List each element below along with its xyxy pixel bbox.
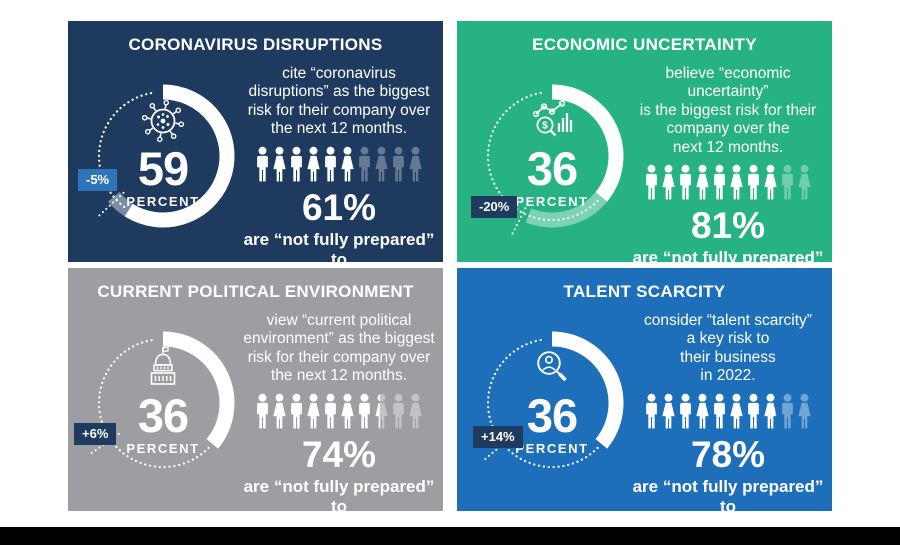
woman-icon bbox=[409, 393, 422, 429]
risk-panel-coronavirus-disruptions: CORONAVIRUS DISRUPTIONS 59 PERCENT -5% c… bbox=[68, 21, 443, 262]
panel-right-column: view “current political environment” as … bbox=[238, 312, 440, 511]
man-icon bbox=[680, 164, 691, 200]
donut-center: $ 36 PERCENT bbox=[482, 97, 622, 209]
man-icon bbox=[748, 164, 759, 200]
donut-chart: 36 PERCENT +14% bbox=[457, 308, 647, 508]
panel-title: TALENT SCARCITY bbox=[563, 282, 726, 301]
woman-icon bbox=[409, 146, 422, 182]
woman-icon bbox=[730, 393, 743, 429]
panel-title: CORONAVIRUS DISRUPTIONS bbox=[128, 35, 383, 54]
risk-description: cite “coronavirus disruptions” as the bi… bbox=[247, 65, 431, 138]
donut-center: 36 PERCENT bbox=[93, 344, 233, 456]
woman-icon bbox=[798, 164, 811, 200]
man-icon bbox=[325, 393, 336, 429]
capitol-icon bbox=[139, 344, 187, 392]
woman-icon bbox=[307, 393, 320, 429]
man-icon bbox=[680, 393, 691, 429]
prepared-percent: 78% bbox=[690, 433, 766, 475]
economy-icon: $ bbox=[528, 97, 576, 145]
prepared-caption-line1: are “not fully prepared” to bbox=[632, 248, 824, 262]
man-icon bbox=[291, 146, 302, 182]
talent-icon bbox=[528, 344, 576, 392]
woman-icon bbox=[696, 164, 709, 200]
woman-icon bbox=[273, 393, 286, 429]
donut-percent-number: 59 bbox=[137, 142, 189, 195]
people-pictogram bbox=[643, 164, 813, 202]
prepared-percent: 61% bbox=[301, 186, 377, 228]
donut-chart: 36 PERCENT +6% bbox=[68, 308, 258, 508]
panel-right-column: consider “talent scarcity” a key risk to… bbox=[627, 312, 829, 511]
risk-panel-current-political-environment: CURRENT POLITICAL ENVIRONMENT 36 PERCENT… bbox=[68, 268, 443, 511]
woman-icon bbox=[273, 146, 286, 182]
risk-description: view “current political environment” as … bbox=[243, 312, 435, 385]
man-icon bbox=[359, 393, 370, 429]
donut-center: 59 PERCENT bbox=[93, 97, 233, 209]
donut-percent-number: 36 bbox=[137, 389, 189, 442]
svg-text:$: $ bbox=[542, 121, 548, 132]
man-icon bbox=[257, 393, 268, 429]
change-badge: +6% bbox=[74, 423, 117, 445]
prepared-caption-line1: are “not fully prepared” to bbox=[243, 476, 435, 511]
woman-icon bbox=[696, 393, 709, 429]
people-pictogram bbox=[643, 393, 813, 431]
prepared-caption-line1: are “not fully prepared” to bbox=[243, 229, 435, 262]
donut-percent-unit: PERCENT bbox=[515, 440, 589, 456]
risk-description: consider “talent scarcity” a key risk to… bbox=[644, 312, 812, 385]
risk-panel-talent-scarcity: TALENT SCARCITY 36 PERCENT +14% consider… bbox=[457, 268, 832, 511]
woman-icon bbox=[730, 164, 743, 200]
man-icon bbox=[714, 164, 725, 200]
panel-right-column: cite “coronavirus disruptions” as the bi… bbox=[238, 65, 440, 262]
man-icon bbox=[291, 393, 302, 429]
woman-icon bbox=[662, 393, 675, 429]
bottom-bar bbox=[0, 527, 900, 545]
prepared-caption-line1: are “not fully prepared” to bbox=[632, 476, 824, 511]
change-badge: -5% bbox=[78, 169, 118, 191]
donut-percent-unit: PERCENT bbox=[126, 193, 200, 209]
woman-icon bbox=[375, 146, 388, 182]
man-icon bbox=[646, 164, 657, 200]
people-pictogram bbox=[254, 146, 424, 184]
change-badge: +14% bbox=[473, 426, 523, 448]
woman-icon bbox=[798, 393, 811, 429]
man-icon bbox=[748, 393, 759, 429]
donut-chart: $ 36 PERCENT -20% bbox=[457, 61, 647, 261]
change-badge: -20% bbox=[471, 196, 518, 218]
woman-icon bbox=[764, 393, 777, 429]
woman-icon bbox=[764, 164, 777, 200]
man-icon bbox=[393, 393, 404, 429]
man-icon bbox=[359, 146, 370, 182]
risk-description: believe “economic uncertainty” is the bi… bbox=[639, 65, 817, 156]
woman-icon bbox=[375, 393, 388, 429]
donut-percent-number: 36 bbox=[526, 142, 578, 195]
panel-right-column: believe “economic uncertainty” is the bi… bbox=[627, 65, 829, 262]
donut-center: 36 PERCENT bbox=[482, 344, 622, 456]
donut-ring bbox=[486, 84, 624, 238]
man-icon bbox=[325, 146, 336, 182]
panel-title: ECONOMIC UNCERTAINTY bbox=[532, 35, 757, 54]
man-icon bbox=[782, 393, 793, 429]
woman-icon bbox=[307, 146, 320, 182]
donut-percent-number: 36 bbox=[526, 389, 578, 442]
woman-icon bbox=[341, 146, 354, 182]
donut-ring bbox=[96, 84, 235, 228]
woman-icon bbox=[662, 164, 675, 200]
donut-chart: 59 PERCENT -5% bbox=[68, 61, 258, 261]
people-pictogram bbox=[254, 393, 424, 431]
donut-percent-unit: PERCENT bbox=[126, 440, 200, 456]
man-icon bbox=[782, 164, 793, 200]
man-icon bbox=[646, 393, 657, 429]
man-icon bbox=[257, 146, 268, 182]
man-icon bbox=[714, 393, 725, 429]
woman-icon bbox=[341, 393, 354, 429]
risk-panel-economic-uncertainty: ECONOMIC UNCERTAINTY $ 36 PERCENT -20% b… bbox=[457, 21, 832, 262]
man-icon bbox=[393, 146, 404, 182]
panel-title: CURRENT POLITICAL ENVIRONMENT bbox=[97, 282, 414, 301]
donut-percent-unit: PERCENT bbox=[515, 193, 589, 209]
prepared-percent: 74% bbox=[301, 433, 377, 475]
virus-icon bbox=[139, 97, 187, 145]
prepared-percent: 81% bbox=[690, 205, 766, 247]
